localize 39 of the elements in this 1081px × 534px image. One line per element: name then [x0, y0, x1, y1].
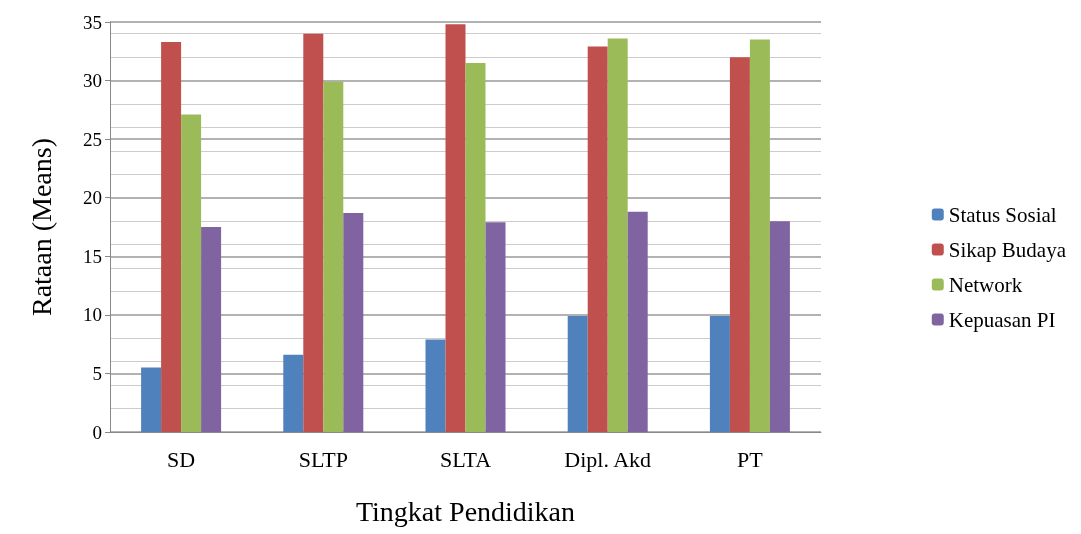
bar	[141, 367, 162, 432]
bar	[587, 46, 608, 432]
bar	[181, 114, 202, 432]
y-tick-label: 5	[92, 362, 102, 384]
bar	[627, 211, 648, 432]
y-tick-label: 10	[83, 304, 102, 326]
legend-label: Network	[948, 272, 1023, 297]
y-tick-label: 30	[83, 70, 102, 92]
bar	[607, 38, 628, 432]
bar	[709, 316, 730, 432]
bar	[769, 221, 790, 432]
bar	[323, 81, 344, 432]
bar	[567, 316, 588, 432]
bar	[465, 63, 486, 432]
y-tick-label: 35	[83, 11, 102, 33]
y-tick-label: 25	[83, 128, 102, 150]
x-tick-label: SD	[167, 446, 196, 472]
bar	[303, 33, 324, 432]
legend-label: Status Sosial	[948, 202, 1057, 227]
y-tick-label: 0	[92, 421, 102, 443]
bar	[729, 57, 750, 432]
legend-label: Sikap Budaya	[948, 237, 1067, 262]
legend-label: Kepuasan PI	[948, 307, 1056, 332]
bar	[343, 212, 364, 432]
x-tick-label: Dipl. Akd	[564, 446, 652, 472]
bar	[749, 39, 770, 432]
bar	[425, 339, 446, 432]
bar	[485, 222, 506, 432]
x-tick-label: SLTA	[439, 446, 492, 472]
x-tick-label: SLTP	[298, 446, 348, 472]
bar	[445, 24, 466, 432]
x-tick-label: PT	[737, 446, 764, 472]
bar	[201, 227, 222, 432]
bar	[283, 354, 304, 432]
bar	[161, 41, 182, 432]
y-axis-title: Rataan (Means)	[25, 137, 57, 317]
y-tick-label: 20	[83, 187, 102, 209]
x-axis-title: Tingkat Pendidikan	[355, 495, 576, 527]
y-tick-label: 15	[83, 245, 102, 267]
